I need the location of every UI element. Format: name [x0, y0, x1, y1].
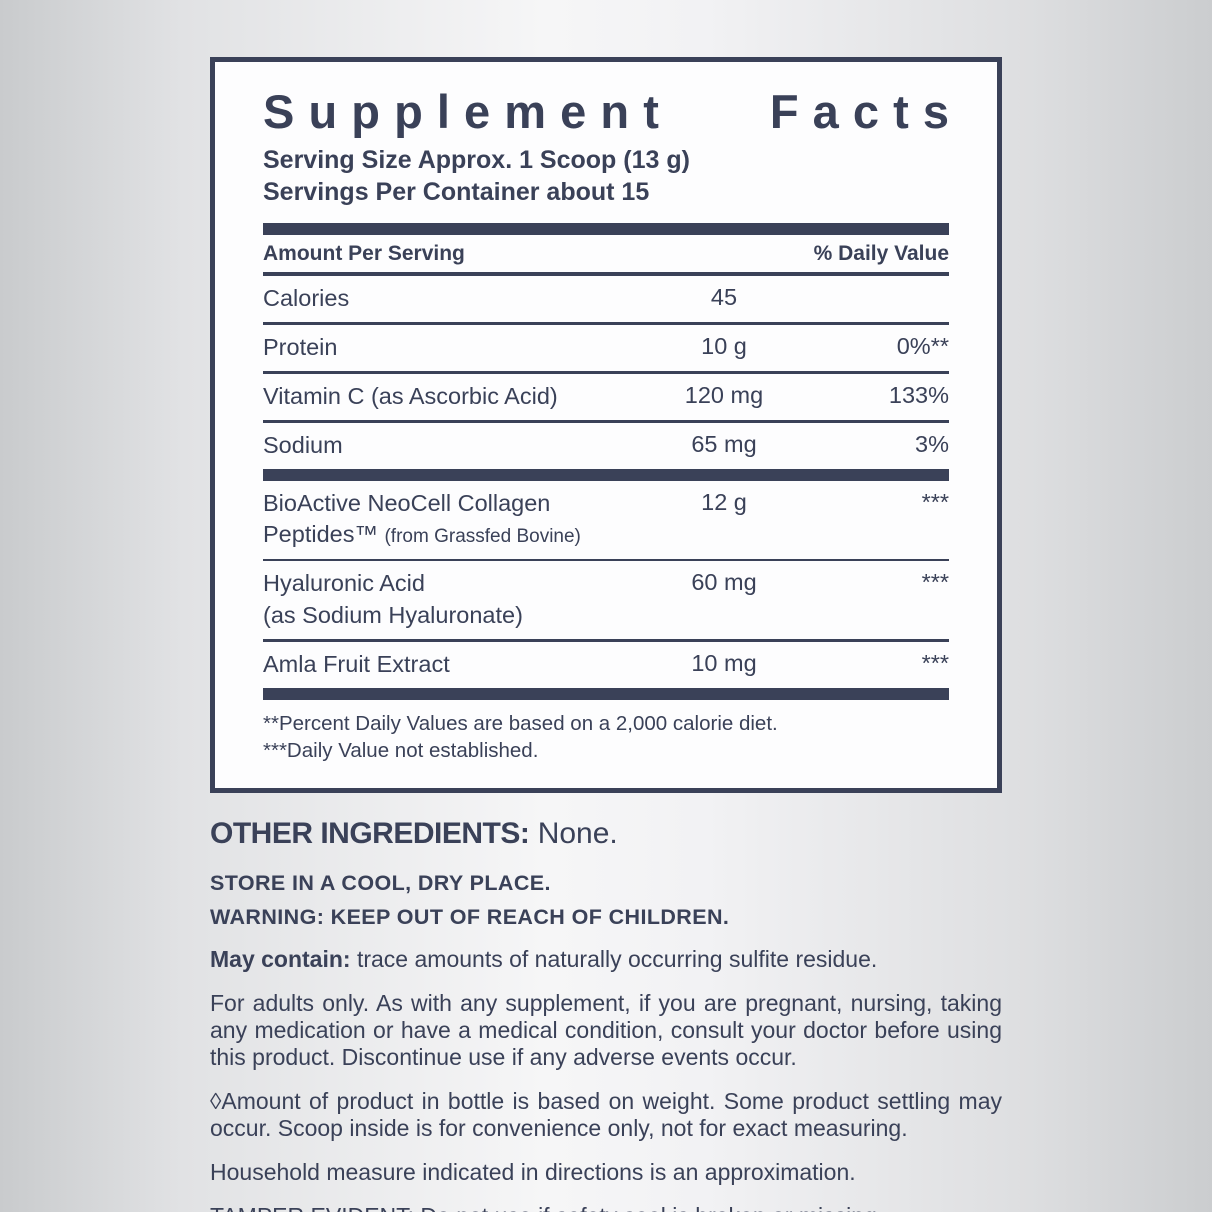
may-contain: May contain: trace amounts of naturally …: [210, 946, 1002, 973]
table-row-calories: Calories 45: [263, 276, 949, 322]
supplement-facts-panel: Supplement Facts Serving Size Approx. 1 …: [210, 57, 1002, 793]
row-name: Vitamin C (as Ascorbic Acid): [263, 382, 558, 409]
storage-instruction: STORE IN A COOL, DRY PLACE.: [210, 870, 551, 895]
row-name: BioActive NeoCell Collagen Peptides™ (fr…: [263, 489, 624, 550]
row-dv: 0%**: [896, 332, 949, 359]
row-name: Calories: [263, 285, 350, 311]
serving-size: Serving Size Approx. 1 Scoop (13 g): [263, 146, 690, 174]
row-name-line1: Hyaluronic Acid: [263, 570, 425, 597]
other-ingredients-label: OTHER INGREDIENTS:: [210, 816, 530, 850]
row-dv: 3%: [915, 430, 949, 457]
row-dv: ***: [921, 489, 949, 515]
divider-thin: [263, 322, 949, 325]
row-amount: 10 mg: [691, 649, 757, 676]
table-header: Amount Per Serving % Daily Value: [263, 235, 949, 272]
row-name: Amla Fruit Extract: [263, 650, 450, 677]
settling-paragraph: ◊Amount of product in bottle is based on…: [210, 1087, 1002, 1141]
table-row-vitamin-c: Vitamin C (as Ascorbic Acid) 120 mg 133%: [263, 374, 949, 420]
row-name-line2: Peptides™ (from Grassfed Bovine): [263, 521, 581, 548]
divider-medium: [263, 272, 949, 276]
table-row-amla-fruit-extract: Amla Fruit Extract 10 mg ***: [263, 642, 949, 688]
may-contain-text: trace amounts of naturally occurring sul…: [350, 945, 878, 972]
adults-only-paragraph: For adults only. As with any supplement,…: [210, 989, 1002, 1070]
label-content: Supplement Facts Serving Size Approx. 1 …: [210, 0, 1002, 1212]
footnotes: **Percent Daily Values are based on a 2,…: [263, 710, 949, 764]
row-amount: 10 g: [701, 332, 747, 359]
servings-per-container: Servings Per Container about 15: [263, 177, 650, 206]
row-name: Sodium: [263, 431, 343, 458]
row-dv: 133%: [888, 381, 949, 408]
divider-thin: [263, 420, 949, 423]
footnote-not-established: ***Daily Value not established.: [263, 738, 539, 762]
may-contain-label: May contain:: [210, 945, 351, 972]
divider-thin: [263, 558, 949, 562]
row-amount: 120 mg: [684, 381, 764, 408]
panel-title: Supplement Facts: [263, 88, 949, 135]
row-dv: ***: [921, 649, 949, 676]
footnote-daily-values: **Percent Daily Values are based on a 2,…: [263, 711, 778, 735]
row-amount: 60 mg: [691, 569, 757, 596]
table-row-sodium: Sodium 65 mg 3%: [263, 423, 949, 469]
label-text-block: OTHER INGREDIENTS: None. STORE IN A COOL…: [210, 817, 1002, 1212]
row-name-line2: (as Sodium Hyaluronate): [263, 601, 523, 628]
panel-title-word1: Supplement: [263, 85, 673, 138]
table-row-protein: Protein 10 g 0%**: [263, 325, 949, 371]
row-name-note: (from Grassfed Bovine): [384, 526, 581, 548]
row-name: Hyaluronic Acid (as Sodium Hyaluronate): [263, 569, 624, 630]
table-row-hyaluronic-acid: Hyaluronic Acid (as Sodium Hyaluronate) …: [263, 561, 949, 639]
row-name-line1: BioActive NeoCell Collagen: [263, 490, 551, 516]
divider-thin: [263, 639, 949, 642]
row-amount: 45: [710, 284, 738, 310]
divider-thick: [263, 223, 949, 235]
header-amount-per-serving: Amount Per Serving: [263, 242, 465, 265]
header-daily-value: % Daily Value: [813, 242, 949, 265]
other-ingredients: OTHER INGREDIENTS: None.: [210, 817, 1002, 850]
tamper-evident-note: TAMPER EVIDENT: Do not use if safety sea…: [210, 1203, 1002, 1212]
warning-text: WARNING: KEEP OUT OF REACH OF CHILDREN.: [210, 904, 730, 929]
household-measure-note: Household measure indicated in direction…: [210, 1158, 856, 1185]
row-dv: ***: [921, 569, 949, 596]
row-amount: 12 g: [701, 489, 747, 515]
row-amount: 65 mg: [691, 430, 757, 457]
other-ingredients-value: None.: [529, 816, 618, 850]
panel-title-word2: Facts: [769, 85, 964, 138]
table-row-collagen-peptides: BioActive NeoCell Collagen Peptides™ (fr…: [263, 481, 949, 559]
row-name: Protein: [263, 333, 338, 360]
divider-thick: [263, 469, 949, 481]
divider-thick: [263, 687, 949, 700]
divider-thin: [263, 371, 949, 374]
